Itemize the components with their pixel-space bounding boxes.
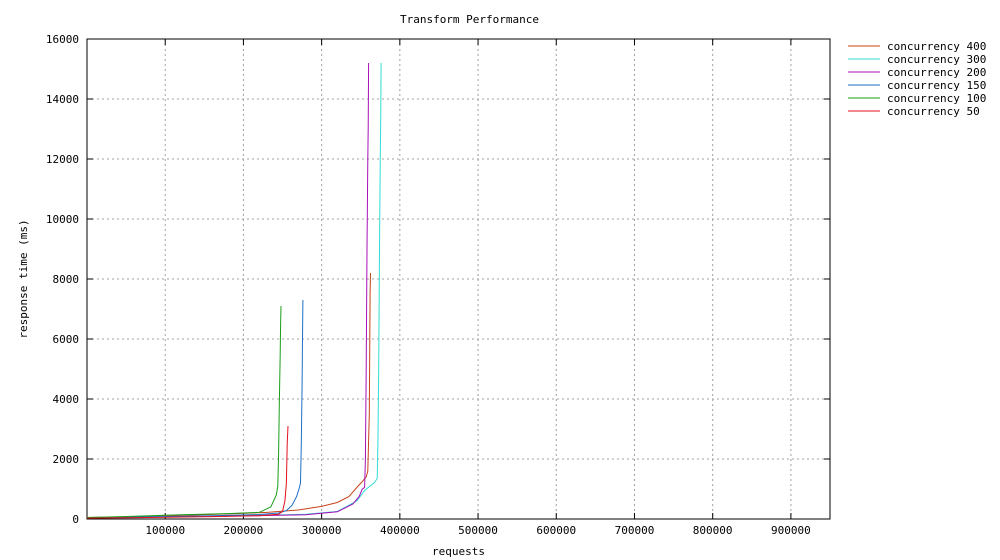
x-tick-label: 100000 — [145, 524, 185, 537]
legend-label-concurrency-150: concurrency 150 — [887, 79, 986, 92]
x-tick-label: 800000 — [693, 524, 733, 537]
y-tick-label: 8000 — [53, 273, 80, 286]
x-tick-label: 400000 — [380, 524, 420, 537]
legend-label-concurrency-200: concurrency 200 — [887, 66, 986, 79]
chart-title: Transform Performance — [400, 13, 539, 26]
series-lines — [86, 62, 382, 519]
y-tick-label: 4000 — [53, 393, 80, 406]
y-tick-label: 6000 — [53, 333, 80, 346]
y-tick-label: 16000 — [46, 33, 79, 46]
y-tick-label: 14000 — [46, 93, 79, 106]
y-tick-label: 10000 — [46, 213, 79, 226]
x-axis-label: requests — [432, 545, 485, 558]
y-tick-label: 0 — [72, 513, 79, 526]
x-tick-label: 300000 — [302, 524, 342, 537]
x-tick-label: 900000 — [771, 524, 811, 537]
axes: 0 2000 4000 6000 8000 10000 12000 14000 16000 100… — [46, 33, 830, 537]
x-tick-label: 200000 — [224, 524, 264, 537]
x-tick-label: 500000 — [458, 524, 498, 537]
series-line-concurrency-100 — [86, 305, 282, 518]
series-line-concurrency-50 — [86, 425, 289, 519]
y-tick-label: 12000 — [46, 153, 79, 166]
series-line-concurrency-200 — [86, 62, 370, 519]
legend-label-concurrency-300: concurrency 300 — [887, 53, 986, 66]
y-axis-label: response time (ms) — [17, 219, 30, 338]
grid-lines — [87, 39, 830, 519]
y-tick-label: 2000 — [53, 453, 80, 466]
legend-label-concurrency-100: concurrency 100 — [887, 92, 986, 105]
legend-label-concurrency-50: concurrency 50 — [887, 105, 980, 118]
legend-label-concurrency-400: concurrency 400 — [887, 40, 986, 53]
x-tick-label: 700000 — [615, 524, 655, 537]
series-line-concurrency-300 — [86, 62, 382, 518]
series-line-concurrency-400 — [86, 272, 371, 518]
series-line-concurrency-150 — [86, 299, 304, 519]
x-tick-label: 600000 — [536, 524, 576, 537]
